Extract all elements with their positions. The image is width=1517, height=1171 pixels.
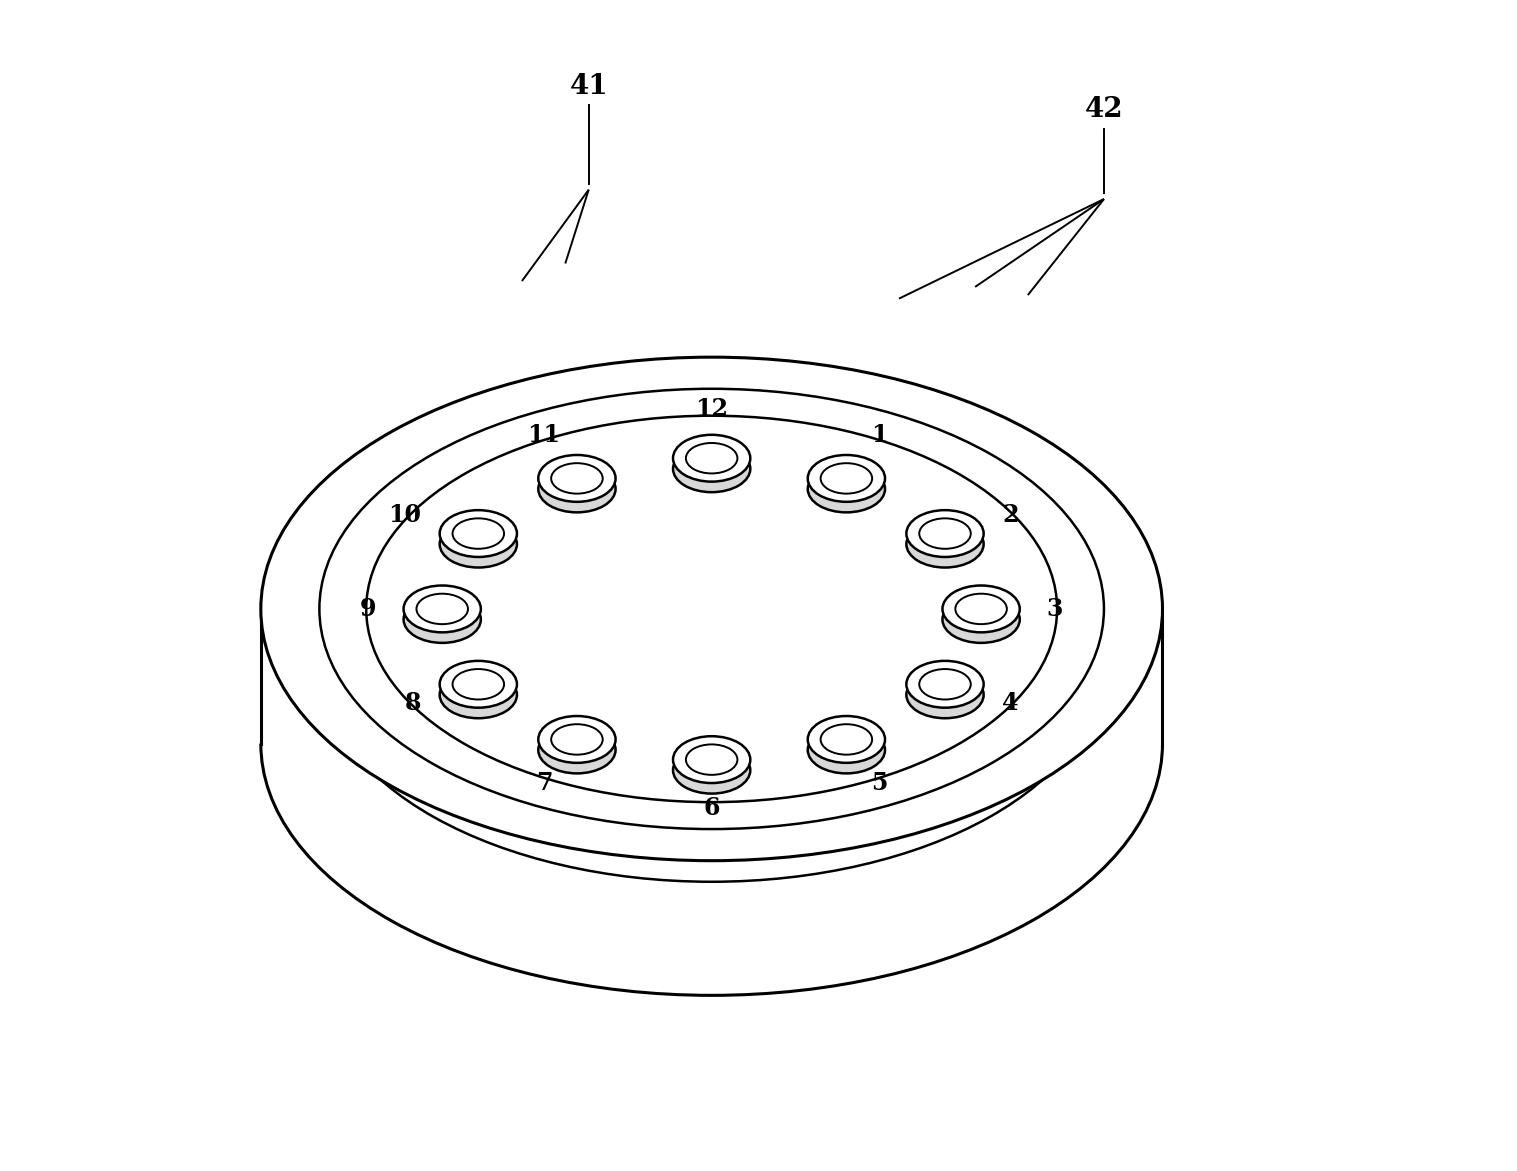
Ellipse shape bbox=[674, 434, 751, 481]
Ellipse shape bbox=[261, 357, 1162, 861]
Text: 11: 11 bbox=[528, 423, 561, 446]
Ellipse shape bbox=[404, 586, 481, 632]
Text: 41: 41 bbox=[569, 73, 608, 100]
Ellipse shape bbox=[417, 594, 467, 624]
Text: 6: 6 bbox=[704, 796, 721, 821]
Ellipse shape bbox=[539, 726, 616, 773]
Ellipse shape bbox=[942, 586, 1019, 632]
Ellipse shape bbox=[821, 724, 872, 754]
Ellipse shape bbox=[686, 745, 737, 775]
Text: 3: 3 bbox=[1047, 597, 1063, 621]
Ellipse shape bbox=[674, 445, 751, 492]
Ellipse shape bbox=[686, 443, 737, 473]
Ellipse shape bbox=[906, 521, 983, 568]
Text: 12: 12 bbox=[695, 397, 728, 422]
Text: 5: 5 bbox=[871, 772, 887, 795]
Ellipse shape bbox=[539, 715, 616, 762]
Ellipse shape bbox=[906, 671, 983, 718]
Ellipse shape bbox=[807, 715, 884, 762]
Ellipse shape bbox=[674, 737, 751, 783]
Text: 7: 7 bbox=[536, 772, 552, 795]
Text: 4: 4 bbox=[1001, 691, 1018, 714]
Text: 2: 2 bbox=[1001, 504, 1018, 527]
Text: 9: 9 bbox=[360, 597, 376, 621]
Ellipse shape bbox=[807, 456, 884, 502]
Ellipse shape bbox=[906, 660, 983, 707]
Ellipse shape bbox=[440, 521, 517, 568]
Ellipse shape bbox=[440, 511, 517, 557]
Ellipse shape bbox=[956, 594, 1007, 624]
Ellipse shape bbox=[919, 519, 971, 549]
Ellipse shape bbox=[919, 669, 971, 699]
Ellipse shape bbox=[440, 671, 517, 718]
Ellipse shape bbox=[320, 389, 1104, 829]
Ellipse shape bbox=[807, 726, 884, 773]
Ellipse shape bbox=[452, 669, 504, 699]
Ellipse shape bbox=[551, 464, 602, 494]
Text: 42: 42 bbox=[1085, 96, 1123, 123]
Ellipse shape bbox=[366, 416, 1057, 802]
Text: 1: 1 bbox=[871, 423, 887, 446]
Ellipse shape bbox=[821, 464, 872, 494]
Ellipse shape bbox=[807, 466, 884, 513]
Ellipse shape bbox=[539, 466, 616, 513]
Text: 10: 10 bbox=[388, 504, 422, 527]
Ellipse shape bbox=[551, 724, 602, 754]
Ellipse shape bbox=[440, 660, 517, 707]
Ellipse shape bbox=[452, 519, 504, 549]
Ellipse shape bbox=[906, 511, 983, 557]
Ellipse shape bbox=[942, 596, 1019, 643]
Ellipse shape bbox=[674, 747, 751, 794]
Text: 8: 8 bbox=[405, 691, 422, 714]
Ellipse shape bbox=[539, 456, 616, 502]
Ellipse shape bbox=[404, 596, 481, 643]
